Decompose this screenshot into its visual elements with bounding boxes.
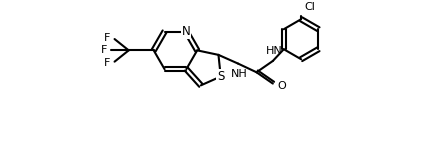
Text: S: S: [217, 70, 224, 83]
Text: F: F: [101, 45, 107, 55]
Text: Cl: Cl: [304, 2, 315, 12]
Text: F: F: [104, 58, 110, 68]
Text: F: F: [104, 33, 110, 43]
Text: HN: HN: [265, 46, 282, 56]
Text: NH: NH: [231, 68, 247, 78]
Text: N: N: [182, 25, 191, 38]
Text: O: O: [278, 80, 286, 91]
